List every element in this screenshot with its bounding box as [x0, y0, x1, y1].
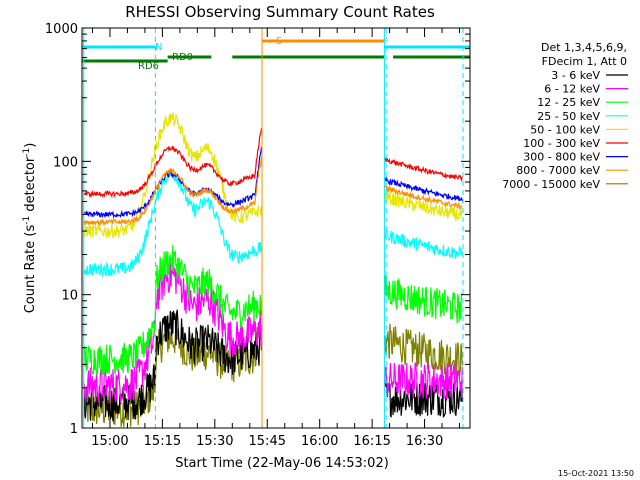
y-tick-label: 1: [70, 422, 78, 437]
flags: N S RD0 RD6: [82, 36, 470, 72]
legend-label: 300 - 800 keV: [523, 151, 600, 164]
footer-date: 15-Oct-2021 13:50: [558, 469, 634, 478]
series-line: [83, 157, 463, 227]
legend: Det 1,3,4,5,6,9, FDecim 1, Att 0 3 - 6 k…: [502, 41, 628, 191]
legend-label: 3 - 6 keV: [551, 69, 600, 82]
x-tick-label: 16:00: [301, 434, 338, 449]
x-ticks: 15:00 15:15 15:30 15:45 16:00 16:15 16:30: [91, 28, 461, 449]
series-line: [83, 309, 463, 422]
series-line: [83, 147, 463, 220]
series-line: [83, 304, 463, 427]
legend-header-line2: FDecim 1, Att 0: [542, 55, 627, 68]
series-line: [83, 257, 463, 404]
series-line: [83, 112, 463, 239]
x-tick-label: 16:15: [353, 434, 390, 449]
flag-label: N: [155, 42, 162, 53]
series-line: [83, 244, 463, 376]
flag-label: RD0: [172, 52, 193, 63]
plot-frame: [81, 27, 471, 429]
y-tick-label: 1000: [45, 22, 78, 37]
x-tick-label: 15:45: [249, 434, 286, 449]
x-tick-label: 16:30: [406, 434, 443, 449]
vertical-markers: [83, 28, 464, 428]
legend-label: 12 - 25 keV: [537, 96, 600, 109]
y-tick-label: 100: [53, 155, 78, 170]
plot-series: [83, 112, 463, 427]
y-tick-label: 10: [61, 289, 78, 304]
series-line: [83, 169, 463, 278]
series-line: [83, 128, 463, 199]
y-axis-label: Count Rate (s-1 detector-1): [22, 143, 38, 314]
legend-label: 25 - 50 keV: [537, 110, 600, 123]
y-ticks: 1 10 100 1000: [45, 22, 470, 437]
legend-label: 6 - 12 keV: [544, 83, 600, 96]
legend-label: 7000 - 15000 keV: [502, 178, 600, 191]
x-tick-label: 15:30: [196, 434, 233, 449]
flag-label: RD6: [138, 61, 159, 72]
x-tick-label: 15:15: [144, 434, 181, 449]
legend-header-line1: Det 1,3,4,5,6,9,: [541, 41, 627, 54]
flag-label: S: [276, 36, 282, 47]
chart-title: RHESSI Observing Summary Count Rates: [125, 3, 435, 21]
x-axis-label: Start Time (22-May-06 14:53:02): [175, 456, 389, 471]
legend-label: 800 - 7000 keV: [516, 164, 600, 177]
legend-label: 50 - 100 keV: [530, 123, 600, 136]
x-tick-label: 15:00: [91, 434, 128, 449]
legend-label: 100 - 300 keV: [523, 137, 600, 150]
